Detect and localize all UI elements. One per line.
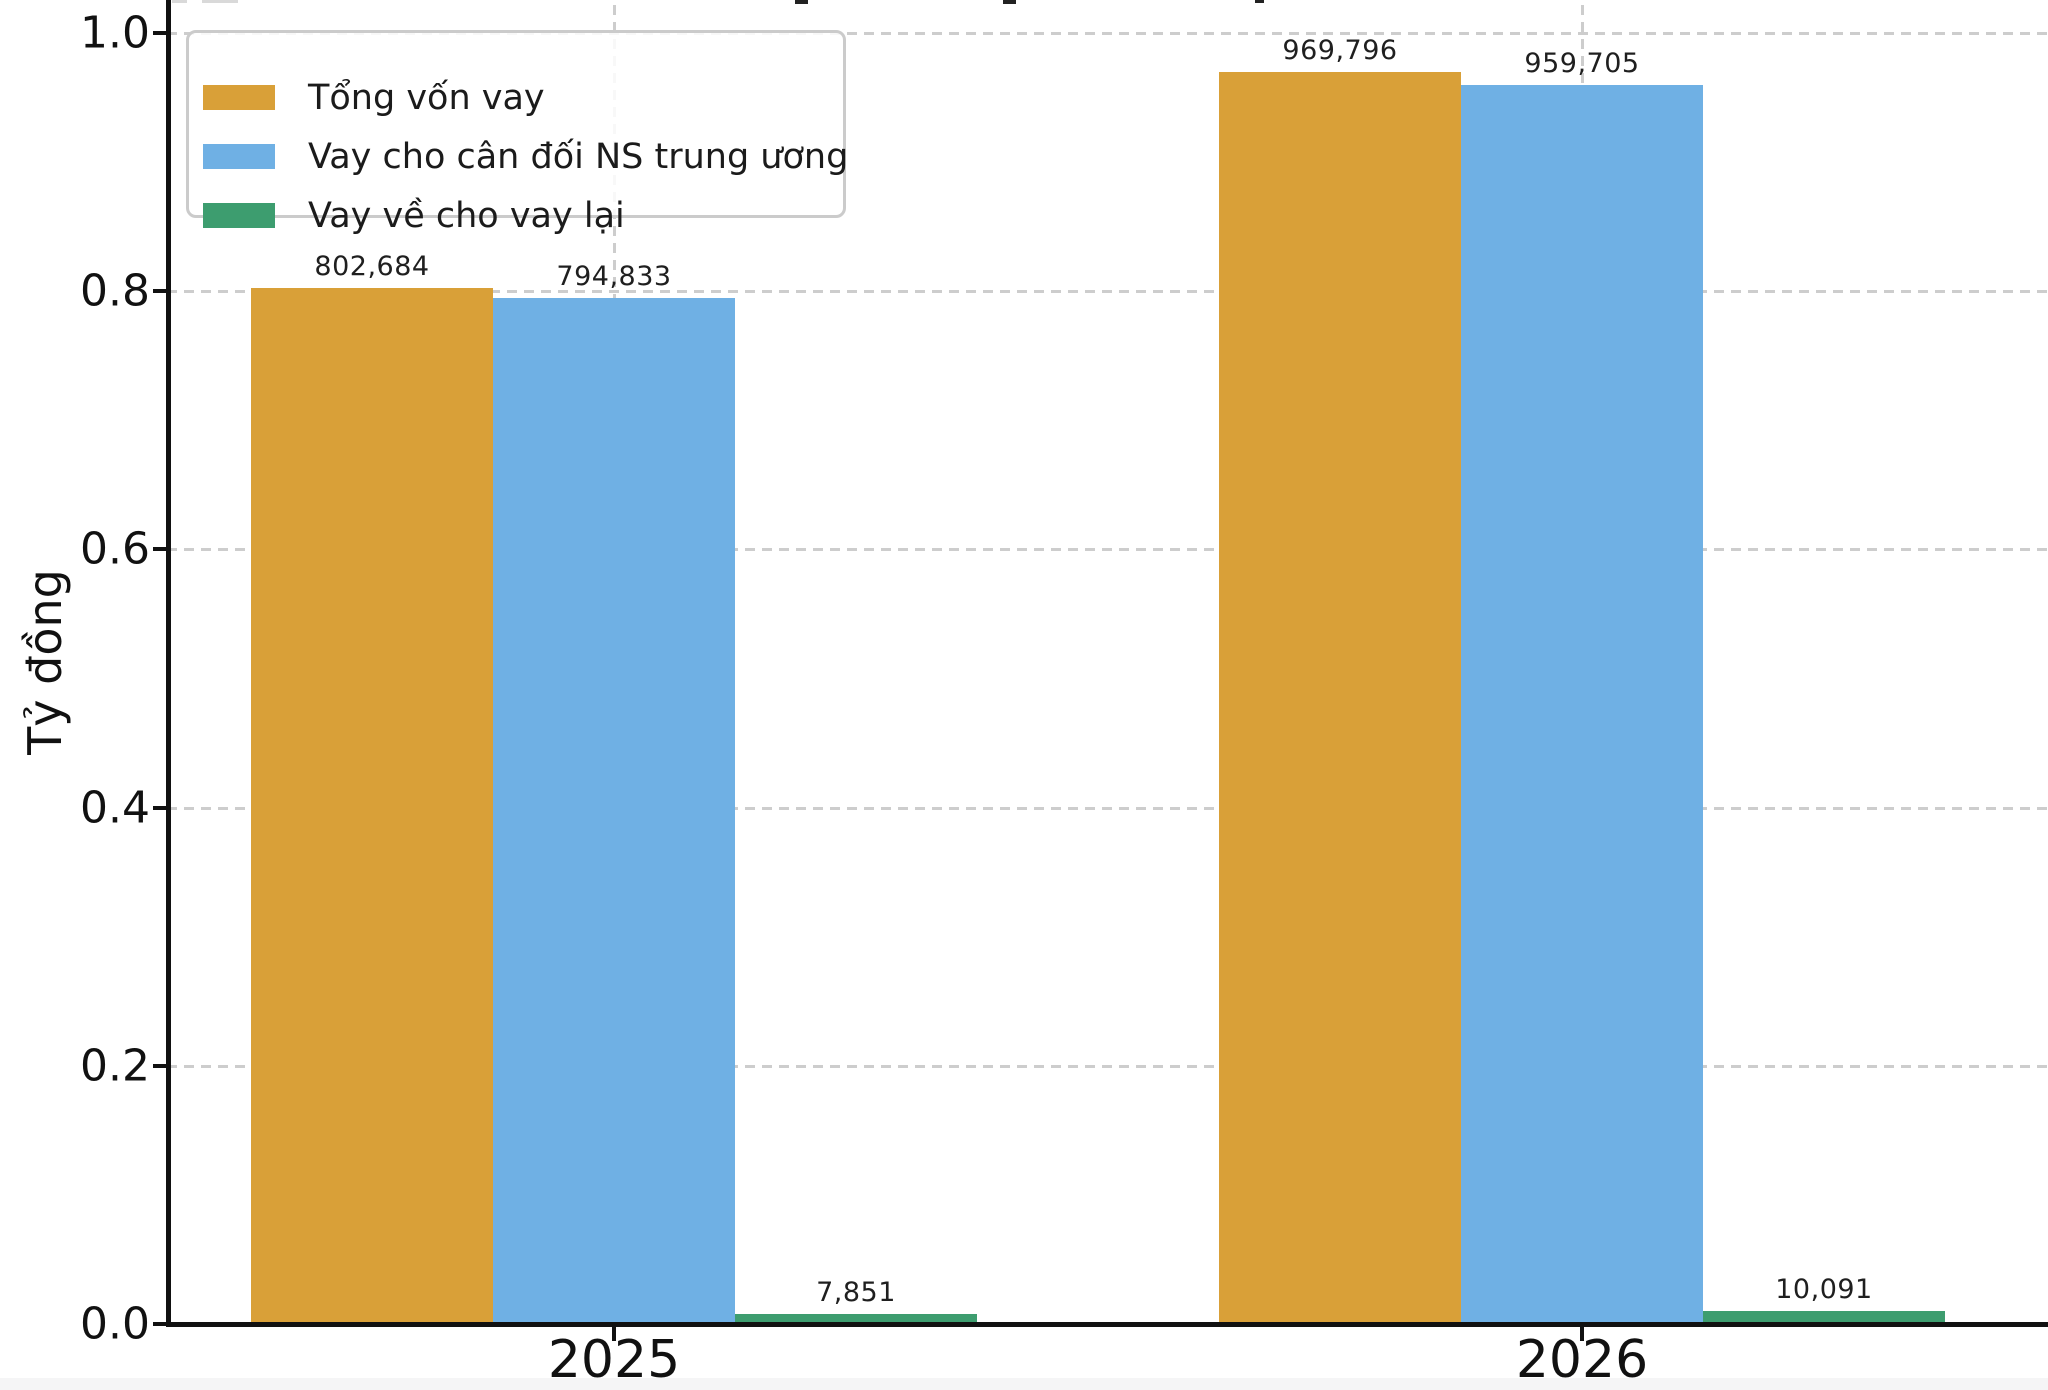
cropped-title-remnant xyxy=(1003,0,1016,4)
bar xyxy=(1461,85,1703,1324)
gridline-horizontal xyxy=(167,32,2048,35)
bar xyxy=(735,1313,977,1324)
y-tick-mark xyxy=(153,31,167,35)
cropped-title-remnant xyxy=(795,0,808,4)
y-tick-mark xyxy=(153,289,167,294)
bar-value-label: 7,851 xyxy=(816,1276,896,1308)
bar xyxy=(493,297,735,1324)
y-axis-spine xyxy=(166,0,171,1327)
y-tick-mark xyxy=(153,1063,167,1068)
bar-value-label: 10,091 xyxy=(1775,1273,1873,1305)
y-tick-mark xyxy=(153,1322,167,1326)
legend-row: Vay về cho vay lại xyxy=(189,196,843,236)
bar xyxy=(251,287,493,1324)
bottom-edge-strip xyxy=(0,1378,2048,1390)
x-tick-mark xyxy=(1580,1327,1584,1341)
x-tick-mark xyxy=(612,1327,616,1341)
legend-swatch-green xyxy=(203,203,275,228)
y-tick-label: 0.6 xyxy=(80,523,150,575)
y-tick-label: 0.0 xyxy=(80,1298,150,1350)
bar-value-label: 959,705 xyxy=(1524,48,1640,80)
y-tick-mark xyxy=(153,805,167,810)
gridline-horizontal xyxy=(167,806,2048,810)
bar xyxy=(1219,71,1461,1324)
y-tick-label: 0.2 xyxy=(80,1040,150,1092)
y-tick-mark xyxy=(153,547,167,552)
legend-swatch-blue xyxy=(203,144,275,169)
y-tick-label: 0.8 xyxy=(80,265,150,317)
bar-value-label: 802,684 xyxy=(314,250,430,282)
gridline-horizontal xyxy=(167,548,2048,552)
cropped-title-remnant xyxy=(1255,0,1264,3)
legend-row: Tổng vốn vay xyxy=(189,78,843,118)
legend-swatch-orange xyxy=(203,85,275,110)
legend: Tổng vốn vay Vay cho cân đối NS trung ươn… xyxy=(186,30,848,236)
legend-label: Vay cho cân đối NS trung ương xyxy=(308,136,849,177)
gridline-horizontal xyxy=(167,290,2048,294)
bar-value-label: 794,833 xyxy=(556,260,672,292)
cropped-title-remnant xyxy=(202,0,238,3)
gridline-horizontal xyxy=(167,1064,2048,1068)
x-axis-spine xyxy=(166,1322,2048,1327)
y-tick-label: 1.0 xyxy=(80,7,150,59)
bar-value-label: 969,796 xyxy=(1282,34,1398,66)
cropped-title-remnant xyxy=(172,0,187,3)
legend-label: Tổng vốn vay xyxy=(308,77,545,118)
y-tick-label: 0.4 xyxy=(80,782,150,834)
bar xyxy=(1703,1310,1945,1324)
legend-row: Vay cho cân đối NS trung ương xyxy=(189,137,848,177)
legend-label: Vay về cho vay lại xyxy=(308,195,625,236)
y-axis-label: Tỷ đồng xyxy=(18,569,72,755)
